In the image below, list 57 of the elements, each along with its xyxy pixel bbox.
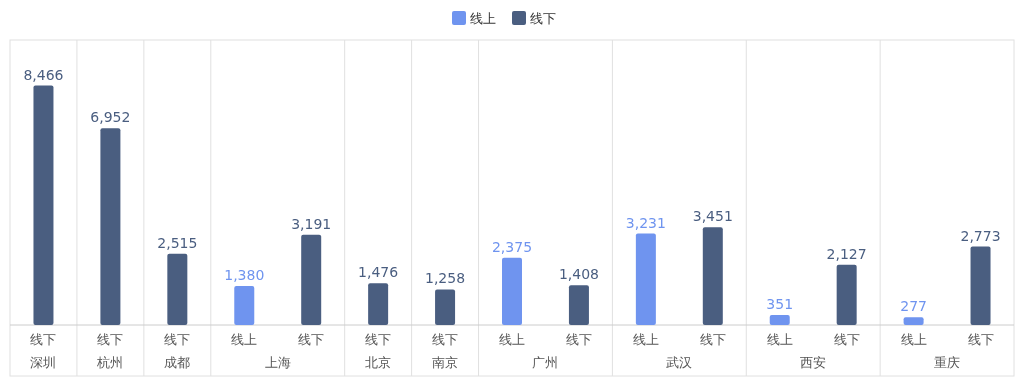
x-tick-label: 线下 (565, 332, 592, 347)
group-label: 上海 (264, 355, 291, 370)
bar (33, 85, 54, 325)
group-label: 深圳 (30, 355, 57, 370)
group-label: 广州 (532, 355, 559, 370)
x-tick-label: 线下 (30, 332, 57, 347)
group-label: 杭州 (97, 355, 124, 370)
bar (234, 285, 255, 325)
data-label: 351 (766, 296, 794, 313)
bar (836, 264, 857, 325)
data-label: 1,258 (425, 270, 466, 287)
bar (301, 234, 322, 325)
bar (970, 246, 991, 325)
data-label: 3,191 (291, 215, 332, 232)
x-tick-label: 线下 (365, 332, 392, 347)
data-label: 8,466 (23, 66, 64, 83)
bar (167, 253, 188, 325)
bar (502, 257, 522, 325)
legend-label: 线上 (470, 11, 496, 26)
bar (635, 233, 656, 325)
x-tick-label: 线下 (298, 332, 325, 347)
group-label: 成都 (164, 355, 191, 370)
group-label: 南京 (432, 355, 459, 370)
bar (568, 285, 589, 325)
data-label: 1,408 (558, 266, 599, 283)
group-label: 重庆 (934, 355, 961, 370)
legend-label: 线下 (530, 11, 556, 26)
x-tick-label: 线上 (632, 332, 659, 347)
data-label: 6,952 (90, 109, 131, 126)
data-label: 1,380 (224, 266, 265, 283)
data-label: 2,375 (491, 238, 533, 255)
data-label: 2,773 (960, 227, 1001, 244)
data-label: 2,515 (157, 234, 198, 251)
bar (903, 317, 924, 325)
bar (769, 315, 790, 325)
x-tick-label: 线上 (900, 332, 927, 347)
x-tick-label: 线下 (967, 332, 994, 347)
x-tick-label: 线下 (97, 332, 124, 347)
group-label: 西安 (800, 355, 827, 370)
data-label: 3,231 (625, 214, 666, 231)
data-label: 2,127 (826, 245, 867, 262)
data-label: 277 (900, 298, 927, 315)
bar (100, 128, 121, 325)
x-tick-label: 线下 (833, 332, 860, 347)
x-tick-label: 线下 (699, 332, 726, 347)
x-tick-label: 线上 (231, 332, 258, 347)
data-label: 3,451 (692, 208, 733, 225)
bar (368, 283, 389, 325)
bar (435, 289, 456, 325)
bar (702, 227, 723, 325)
group-label: 北京 (365, 355, 392, 370)
data-label: 1,476 (358, 264, 399, 281)
x-tick-label: 线下 (164, 332, 191, 347)
x-tick-label: 线上 (766, 332, 793, 347)
x-tick-label: 线上 (499, 332, 525, 347)
group-label: 武汉 (666, 355, 693, 370)
x-tick-label: 线下 (432, 332, 459, 347)
